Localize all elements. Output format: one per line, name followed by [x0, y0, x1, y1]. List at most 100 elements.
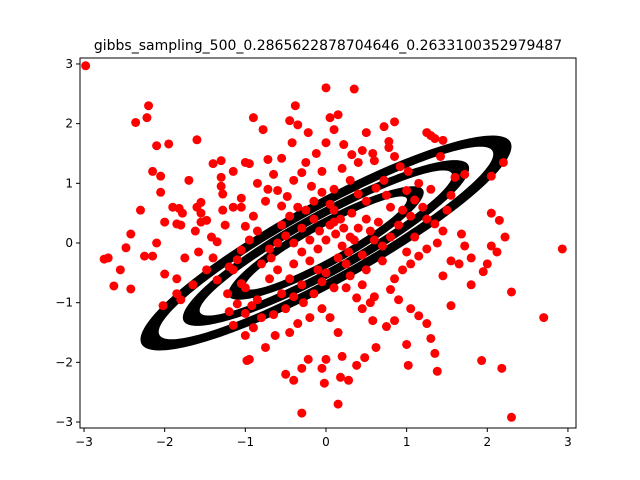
data-point [305, 313, 315, 323]
data-point [371, 342, 381, 352]
data-point [152, 141, 162, 151]
data-point [369, 156, 379, 166]
data-point [369, 235, 379, 245]
data-point [281, 231, 291, 241]
data-point [216, 181, 226, 191]
data-point [406, 304, 416, 314]
data-point [228, 265, 238, 275]
sample-points [81, 61, 567, 422]
data-point [293, 319, 303, 329]
data-point [368, 316, 378, 326]
data-point [285, 274, 295, 284]
data-point [432, 238, 442, 248]
data-point [196, 208, 206, 218]
data-point [414, 311, 424, 321]
data-point [224, 307, 234, 317]
data-point [223, 289, 233, 299]
data-point [446, 256, 456, 266]
data-point [345, 175, 355, 185]
data-point [261, 196, 270, 206]
data-point [277, 201, 287, 211]
data-point [228, 202, 238, 212]
data-point [228, 320, 238, 330]
data-point [477, 356, 487, 366]
data-point [240, 308, 250, 318]
data-point [333, 328, 343, 338]
data-point [273, 238, 283, 248]
data-point [402, 247, 412, 257]
data-point [321, 268, 331, 278]
data-point [422, 214, 432, 224]
data-point [208, 159, 218, 169]
data-point [353, 189, 363, 199]
data-point [460, 169, 470, 179]
data-point [290, 101, 300, 111]
x-tick-label: −1 [236, 435, 254, 449]
data-point [301, 205, 311, 215]
data-point [357, 146, 367, 155]
data-point [500, 232, 510, 242]
data-point [486, 171, 496, 181]
data-point [266, 253, 276, 263]
data-point [368, 148, 378, 158]
y-tick-label: −1 [55, 296, 73, 310]
data-point [395, 162, 405, 172]
x-tick-label: −2 [156, 435, 174, 449]
y-tick-label: 0 [65, 236, 73, 250]
data-point [289, 175, 299, 185]
data-point [384, 143, 394, 153]
data-point [317, 187, 327, 197]
data-point [152, 238, 162, 248]
data-point [232, 255, 242, 265]
data-point [361, 214, 371, 224]
data-point [244, 235, 254, 245]
chart-title: gibbs_sampling_500_0.2865622878704646_0.… [94, 38, 562, 54]
data-point [402, 339, 412, 349]
data-point [361, 265, 371, 275]
data-point [506, 287, 516, 297]
data-point [426, 184, 436, 194]
data-point [414, 178, 424, 188]
data-point [172, 274, 182, 284]
data-point [236, 245, 246, 255]
data-point [160, 269, 170, 279]
data-point [277, 220, 287, 230]
data-point [273, 185, 283, 195]
data-point [285, 116, 295, 126]
data-point [216, 172, 226, 182]
data-point [277, 289, 287, 299]
data-point [248, 211, 258, 221]
data-point [398, 265, 408, 275]
data-point [176, 220, 186, 230]
data-point [282, 191, 292, 201]
data-point [398, 205, 408, 215]
data-point [403, 360, 413, 370]
data-point [344, 375, 354, 385]
data-point [442, 205, 452, 215]
data-point [135, 205, 145, 215]
data-point [309, 196, 319, 206]
data-point [194, 247, 204, 257]
data-point [256, 259, 266, 269]
data-point [394, 295, 404, 305]
data-point [228, 166, 238, 176]
data-point [297, 408, 307, 418]
data-point [349, 84, 359, 94]
data-point [305, 256, 315, 266]
x-axis: −3 −2 −1 0 1 2 3 [75, 428, 572, 449]
data-point [402, 185, 412, 195]
data-point [273, 265, 283, 275]
data-point [126, 284, 136, 294]
x-tick-label: −3 [75, 435, 93, 449]
data-point [438, 135, 448, 145]
data-point [158, 301, 168, 311]
data-point [190, 226, 200, 236]
data-point [438, 271, 448, 281]
data-point [148, 166, 158, 176]
data-point [256, 313, 266, 323]
data-point [450, 172, 460, 182]
data-point [258, 125, 268, 135]
data-point [317, 277, 327, 287]
data-point [306, 181, 316, 191]
